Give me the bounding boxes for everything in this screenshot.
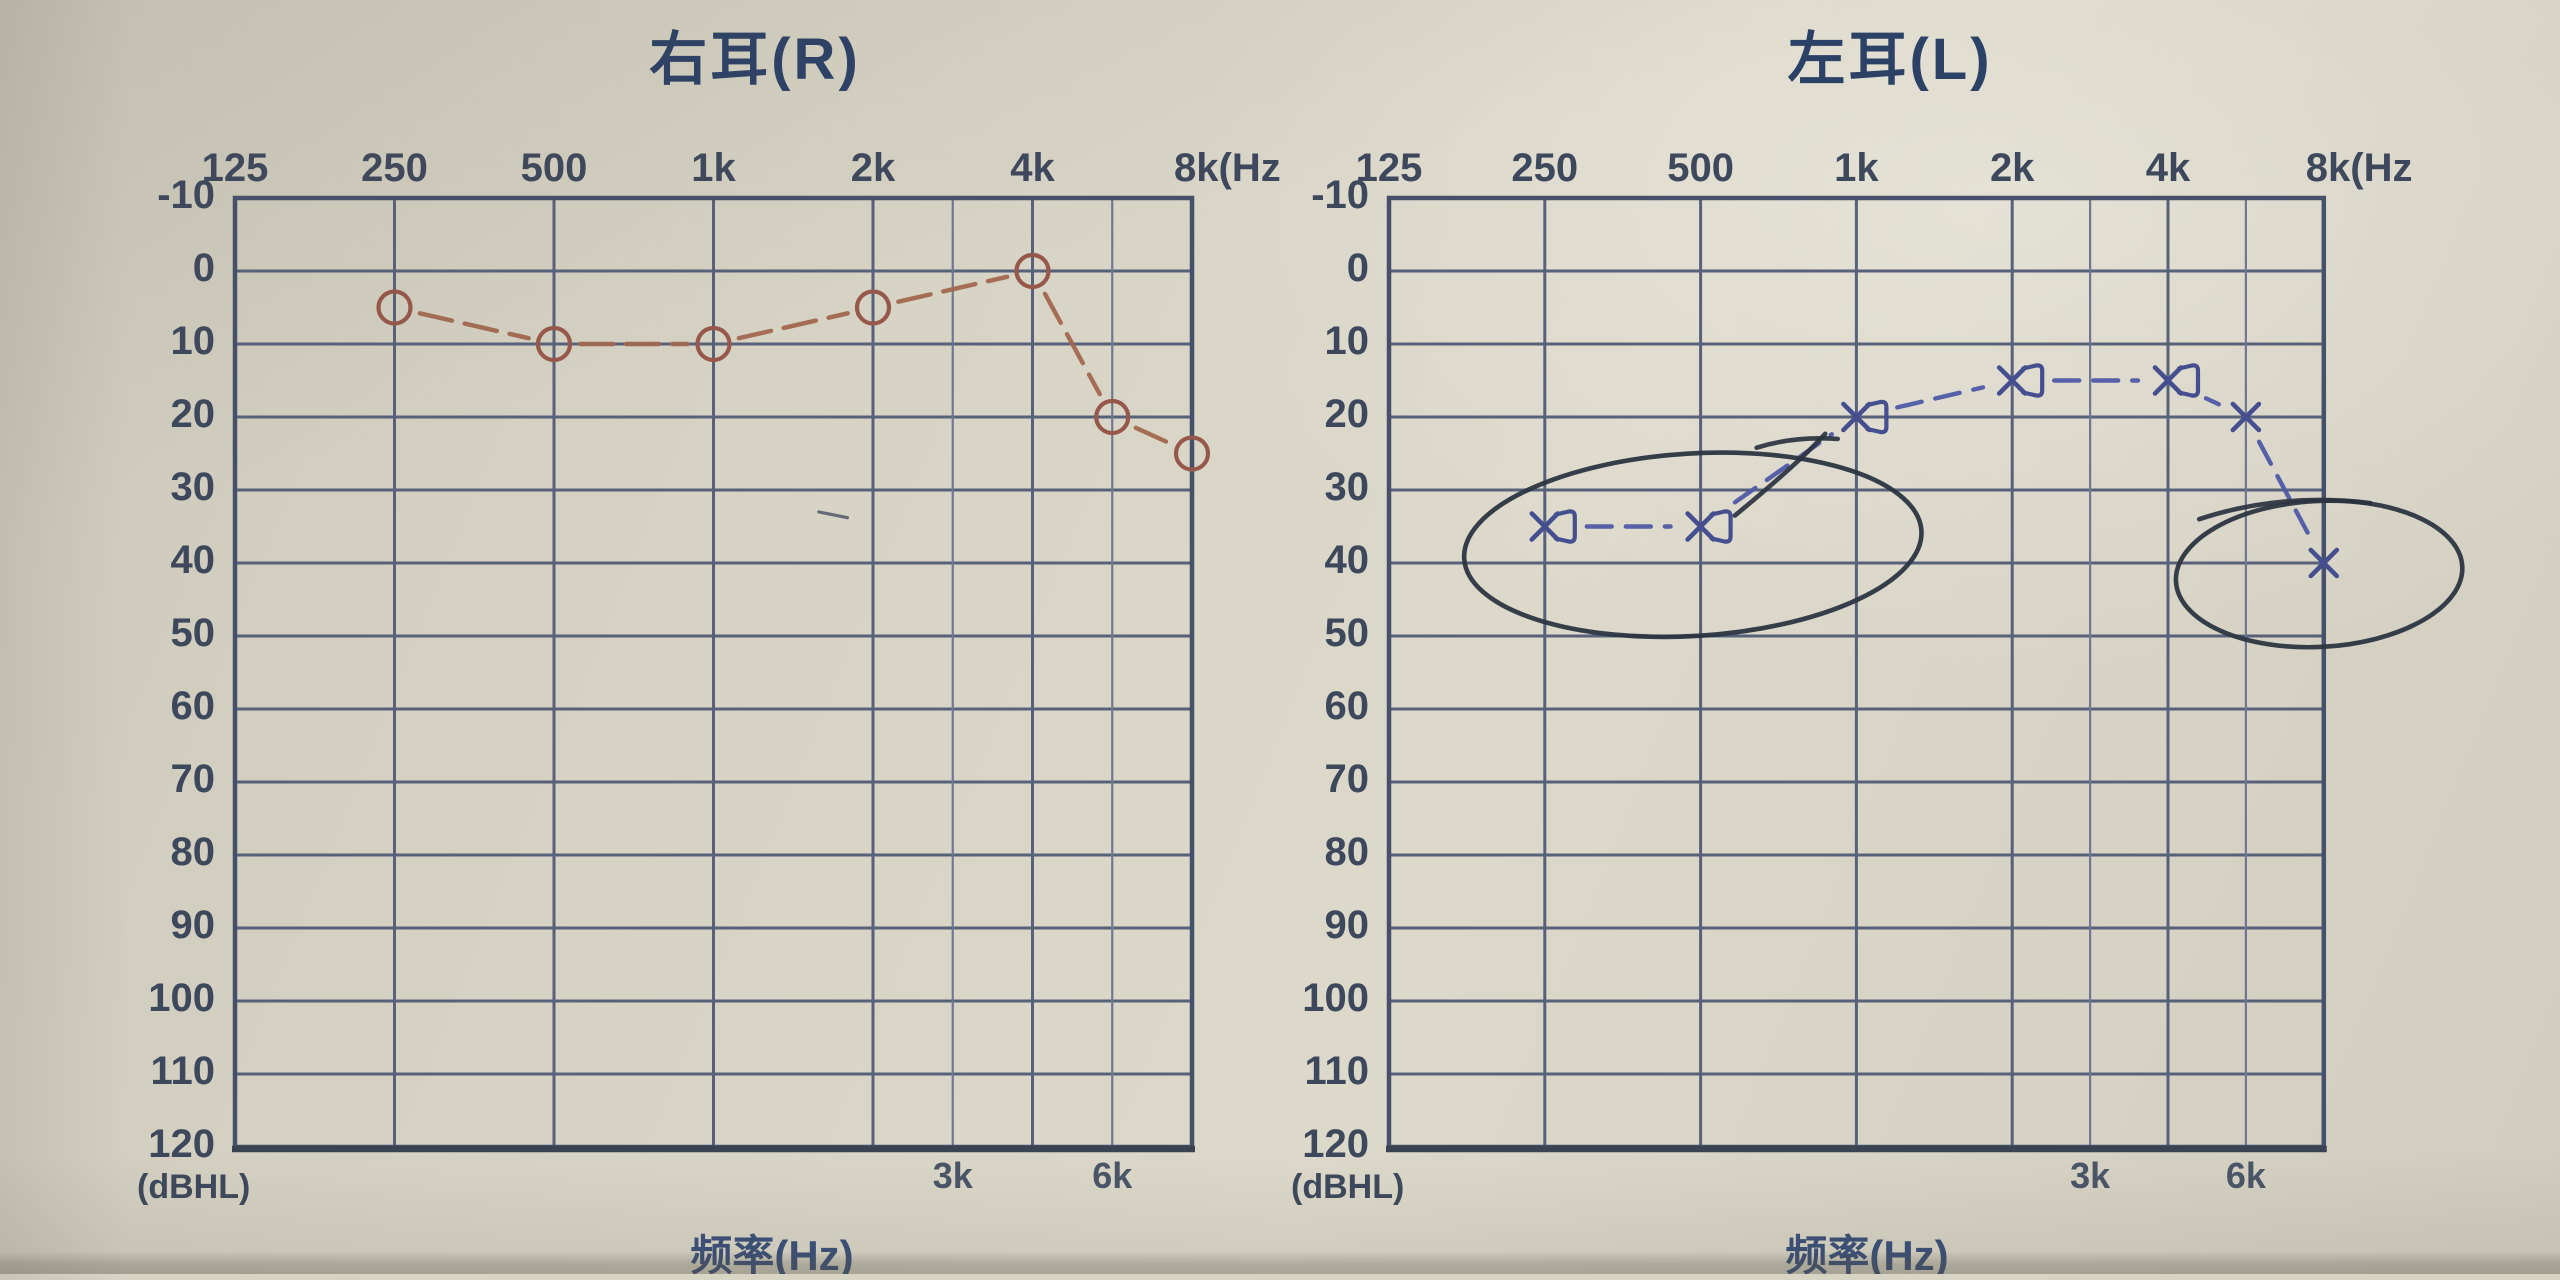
right-ear-frequency-axis-label: 频率(Hz) [690,1222,853,1280]
y-axis-tick-label: 40 [170,538,216,582]
y-axis-tick-label: 0 [192,246,215,290]
pen-stroke-annotation [2196,497,2373,522]
y-axis-tick-label: -10 [157,173,215,217]
pen-circle-annotation [1461,450,1924,640]
air-conduction-x-symbol [1841,401,1872,433]
y-axis-tick-label: 70 [170,757,216,801]
masking-bracket-symbol [1865,399,1889,435]
air-conduction-circle-symbol [1014,252,1051,290]
pen-stroke-annotation [1754,436,1840,450]
left-ear-chart-title: 左耳(L) [1787,27,1993,92]
y-axis-tick-label: 110 [150,1049,215,1093]
threshold-connector-line [1895,385,1986,410]
y-axis-tick-label: 20 [170,392,216,436]
threshold-connector-line [417,311,531,341]
air-conduction-circle-symbol [535,325,573,363]
x-axis-tick-label: 125 [201,146,269,190]
masking-bracket-symbol [2021,363,2045,398]
y-axis-tick-label: 110 [1304,1049,1369,1093]
air-conduction-circle-symbol [376,289,413,326]
air-conduction-x-symbol [2308,547,2340,579]
threshold-connector-line [1133,425,1171,445]
masking-bracket-symbol [2176,363,2201,398]
air-conduction-x-symbol [1529,511,1561,542]
y-axis-tick-label: 90 [170,903,216,947]
y-axis-tick-label: 20 [1324,392,1370,436]
x-axis-tick-label: 4k [2145,146,2191,190]
x-axis-tick-label: 250 [361,146,428,190]
x-axis-tick-label: 250 [1511,146,1579,190]
y-axis-tick-label: 120 [148,1122,215,1166]
y-axis-tick-label: 50 [1324,611,1370,655]
y-axis-tick-label: 10 [1324,319,1370,363]
pen-stroke-annotation [1732,431,1828,518]
x-axis-tick-label: 4k [1010,146,1055,190]
right-ear-dbhl-unit-label: (dBHL) [137,1168,251,1206]
air-conduction-circle-symbol [695,325,732,363]
bottom-frequency-tick-label: 6k [1092,1155,1133,1196]
threshold-connector-line [2203,396,2221,407]
bottom-frequency-tick-label: 6k [2225,1155,2266,1196]
threshold-connector-line [2256,439,2312,539]
y-axis-tick-label: 80 [1324,830,1370,874]
x-axis-tick-label: 8k(Hz [2305,146,2413,190]
x-axis-tick-label: 1k [1834,146,1879,190]
y-axis-tick-label: 80 [170,830,216,874]
x-axis-tick-label: 500 [1667,146,1734,190]
right-ear-chart-title: 右耳(R) [649,27,861,92]
threshold-connector-line [736,311,850,341]
y-axis-tick-label: 90 [1324,903,1370,947]
air-conduction-x-symbol [1685,511,1716,542]
x-axis-tick-label: 125 [1355,146,1423,190]
left-ear-dbhl-unit-label: (dBHL) [1291,1168,1405,1206]
x-axis-tick-label: 1k [691,146,736,190]
x-axis-tick-label: 2k [850,146,896,190]
air-conduction-circle-symbol [1173,435,1211,472]
x-axis-tick-label: 8k(Hz [1174,146,1281,190]
air-conduction-circle-symbol [1094,398,1131,436]
paper-bottom-edge [0,1274,2560,1280]
masking-bracket-symbol [1709,509,1733,544]
y-axis-tick-label: 50 [170,611,216,655]
x-axis-tick-label: 500 [520,146,588,190]
air-conduction-x-symbol [1996,365,2028,396]
x-axis-tick-label: 2k [1989,146,2035,190]
y-axis-tick-label: 30 [170,465,216,509]
y-axis-tick-label: 0 [1346,246,1369,290]
air-conduction-x-symbol [2152,365,2184,396]
air-conduction-circle-symbol [854,289,892,326]
threshold-connector-line [896,274,1010,304]
air-conduction-x-symbol [2230,401,2262,433]
bottom-frequency-tick-label: 3k [2070,1155,2111,1196]
masking-bracket-symbol [1553,509,1577,544]
y-axis-tick-label: 60 [170,684,216,728]
paper-bottom-shadow [0,1252,2560,1274]
y-axis-tick-label: 10 [170,319,216,363]
y-axis-tick-label: 30 [1324,465,1370,509]
y-axis-tick-label: 70 [1324,757,1370,801]
y-axis-tick-label: 120 [1302,1122,1369,1166]
y-axis-tick-label: 100 [148,976,215,1020]
y-axis-tick-label: -10 [1311,173,1369,217]
y-axis-tick-label: 100 [1302,976,1369,1020]
threshold-connector-line [1042,291,1102,397]
pen-stroke-annotation [817,510,850,520]
bottom-frequency-tick-label: 3k [932,1155,973,1196]
left-ear-frequency-axis-label: 频率(Hz) [1785,1222,1948,1280]
y-axis-tick-label: 60 [1324,684,1370,728]
y-axis-tick-label: 40 [1324,538,1370,582]
pen-circle-annotation [2173,498,2465,650]
